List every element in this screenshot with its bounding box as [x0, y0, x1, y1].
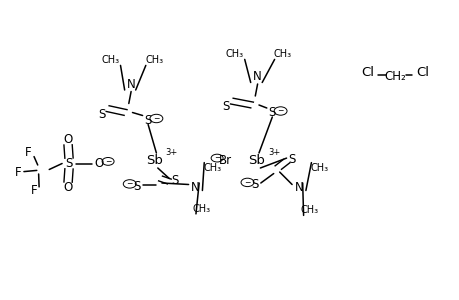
Text: −: −: [244, 178, 250, 187]
Text: Cl: Cl: [361, 65, 374, 79]
Text: −: −: [153, 114, 159, 123]
Text: 3+: 3+: [268, 148, 280, 157]
Text: CH₂: CH₂: [384, 70, 406, 83]
Text: S: S: [288, 153, 295, 166]
Text: 3+: 3+: [165, 148, 177, 157]
Text: S: S: [65, 157, 73, 170]
Text: S: S: [171, 173, 178, 187]
Text: S: S: [98, 107, 106, 121]
Text: −: −: [277, 106, 283, 116]
Text: CH₃: CH₃: [101, 55, 119, 65]
Text: CH₃: CH₃: [145, 55, 163, 65]
Text: S: S: [144, 113, 151, 127]
Text: CH₃: CH₃: [203, 163, 221, 173]
Text: CH₃: CH₃: [310, 163, 328, 173]
Text: O: O: [63, 133, 73, 146]
Text: S: S: [133, 179, 140, 193]
Text: −: −: [126, 179, 133, 188]
Text: CH₃: CH₃: [299, 205, 318, 215]
Text: F: F: [31, 184, 38, 197]
Text: N: N: [294, 181, 303, 194]
Text: O: O: [94, 157, 103, 170]
Text: Sb: Sb: [248, 154, 264, 167]
Text: F: F: [25, 146, 32, 160]
Text: CH₃: CH₃: [192, 203, 210, 214]
Text: N: N: [252, 70, 262, 83]
Text: Br: Br: [218, 154, 231, 167]
Text: S: S: [268, 106, 275, 119]
Text: Cl: Cl: [415, 65, 428, 79]
Text: O: O: [63, 181, 73, 194]
Text: S: S: [251, 178, 258, 191]
Text: N: N: [190, 181, 200, 194]
Text: N: N: [126, 77, 135, 91]
Text: S: S: [222, 100, 230, 113]
Text: CH₃: CH₃: [273, 49, 291, 59]
Text: F: F: [15, 166, 22, 179]
Text: CH₃: CH₃: [225, 49, 243, 59]
Text: −: −: [105, 157, 111, 166]
Text: −: −: [213, 154, 220, 163]
Text: Sb: Sb: [146, 154, 162, 167]
